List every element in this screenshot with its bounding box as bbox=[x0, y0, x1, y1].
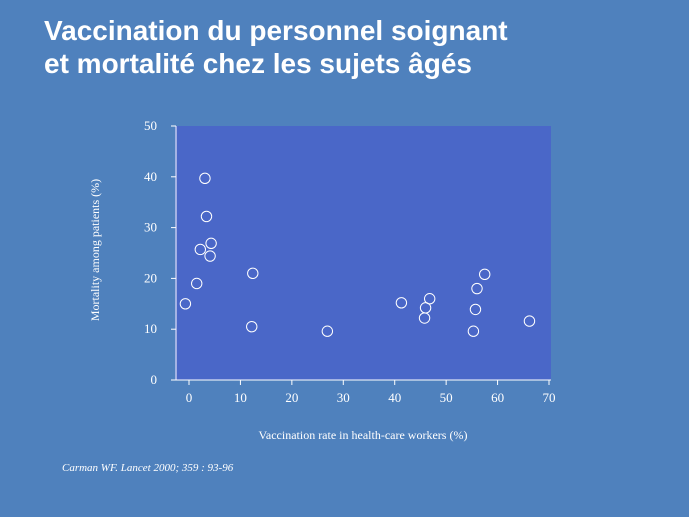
y-tick-label: 0 bbox=[151, 372, 158, 387]
data-point bbox=[469, 303, 482, 316]
plot-area bbox=[175, 126, 551, 380]
x-tick-label: 40 bbox=[388, 390, 401, 405]
x-tick-label: 60 bbox=[491, 390, 504, 405]
data-point bbox=[321, 325, 334, 337]
slide-title-line-2: et mortalité chez les sujets âgés bbox=[44, 48, 472, 79]
x-tick-label: 10 bbox=[234, 390, 247, 405]
data-point bbox=[199, 172, 211, 185]
data-point bbox=[523, 315, 536, 327]
data-point bbox=[479, 268, 491, 281]
x-tick-label: 50 bbox=[440, 390, 453, 405]
data-points bbox=[179, 172, 536, 337]
y-tick-label: 20 bbox=[144, 270, 157, 285]
y-tick-label: 10 bbox=[144, 321, 157, 336]
x-tick-label: 70 bbox=[543, 390, 556, 405]
data-point bbox=[200, 210, 213, 223]
y-tick-label: 40 bbox=[144, 169, 157, 184]
data-point bbox=[246, 320, 258, 333]
slide-title: Vaccination du personnel soignant et mor… bbox=[44, 14, 508, 80]
data-point bbox=[205, 237, 217, 250]
data-point bbox=[204, 250, 216, 262]
data-point bbox=[423, 293, 436, 305]
x-tick-label: 30 bbox=[337, 390, 350, 405]
x-tick-label: 0 bbox=[186, 390, 193, 405]
y-tick-label: 30 bbox=[144, 220, 157, 235]
y-axis-label: Mortality among patients (%) bbox=[88, 179, 102, 321]
data-point bbox=[467, 325, 480, 337]
y-axis-ticks: 0 10 20 30 40 50 bbox=[144, 118, 176, 387]
citation: Carman WF. Lancet 2000; 359 : 93-96 bbox=[62, 462, 234, 474]
x-axis-label: Vaccination rate in health-care workers … bbox=[259, 428, 468, 442]
data-point bbox=[194, 243, 207, 256]
data-point bbox=[179, 298, 192, 310]
x-axis-ticks: 0 10 20 30 40 50 60 70 bbox=[186, 380, 556, 405]
y-tick-label: 50 bbox=[144, 118, 157, 133]
x-tick-label: 20 bbox=[285, 390, 298, 405]
data-point bbox=[191, 277, 203, 290]
data-point bbox=[247, 267, 259, 280]
slide-title-line-1: Vaccination du personnel soignant bbox=[44, 15, 508, 46]
data-point bbox=[395, 297, 408, 309]
data-point bbox=[471, 282, 483, 295]
